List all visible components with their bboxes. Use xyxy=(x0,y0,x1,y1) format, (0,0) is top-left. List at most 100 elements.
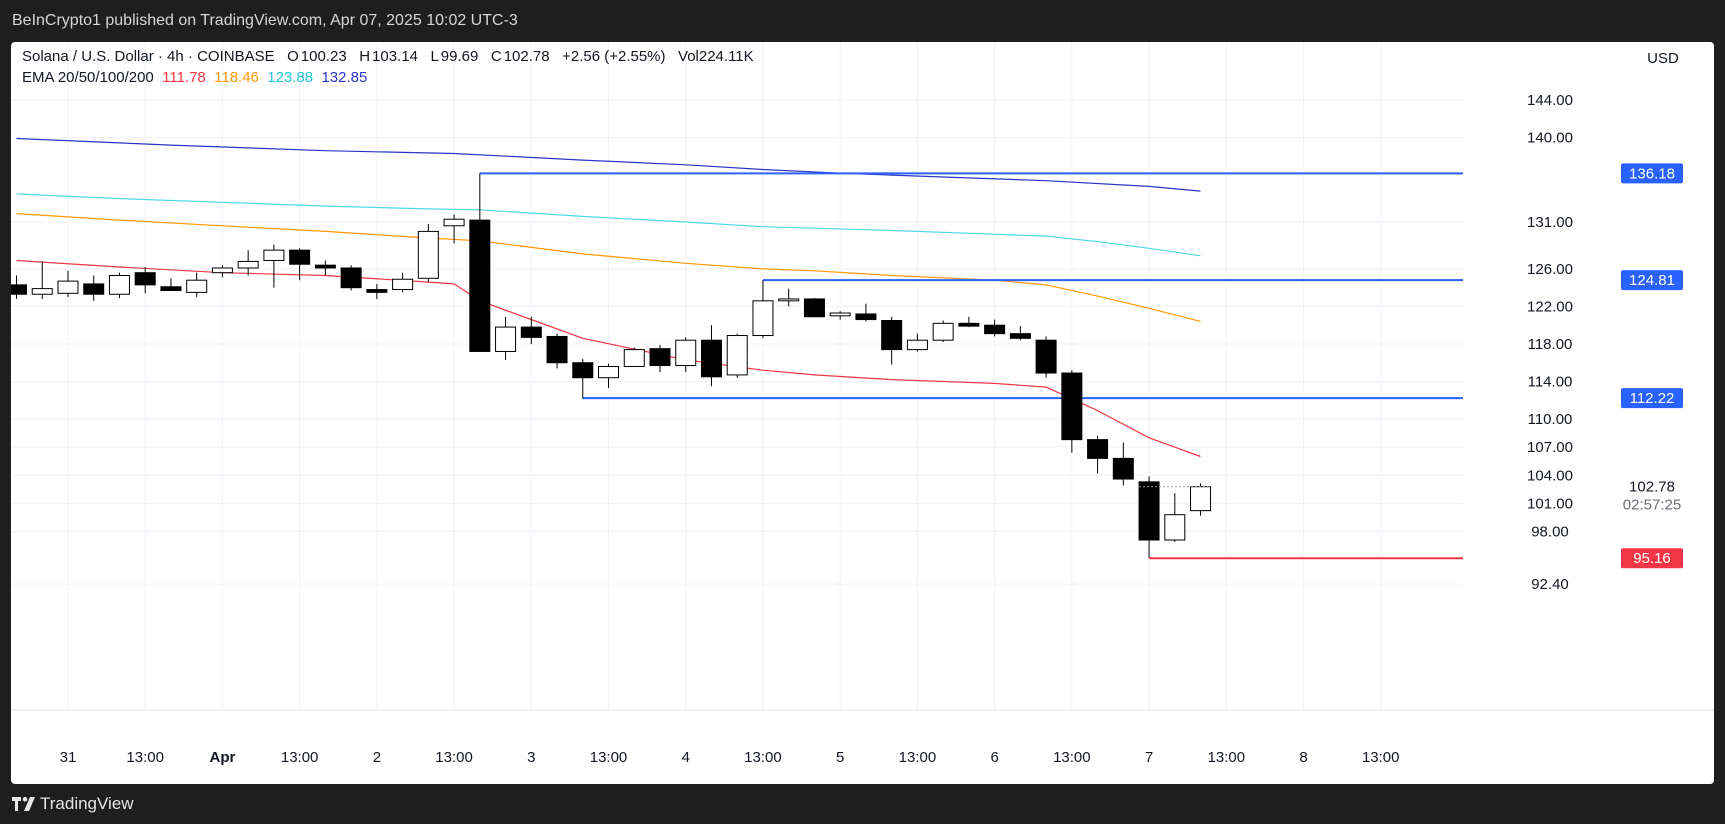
x-tick-label-4: 2 xyxy=(373,749,381,766)
volume-label: Vol xyxy=(678,48,699,65)
candle-body-40 xyxy=(1035,339,1057,374)
candle-body-23 xyxy=(598,365,620,379)
x-tick-label-3: 13:00 xyxy=(281,749,319,766)
candle-body-45 xyxy=(1164,514,1186,541)
candle-body-41 xyxy=(1061,372,1083,441)
ohlc-row: Solana / U.S. Dollar · 4h · COINBASE O 10… xyxy=(22,46,754,67)
x-tick-label-13: 13:00 xyxy=(1053,749,1091,766)
y-tick-label-10: 101.00 xyxy=(1527,495,1573,512)
x-tick-label-8: 4 xyxy=(682,749,690,766)
footer-bar: TradingView xyxy=(0,784,1725,824)
y-tick-label-2: 131.00 xyxy=(1527,214,1573,231)
price-axis xyxy=(1463,42,1714,784)
level-badge-2 xyxy=(1621,388,1683,409)
close-label: C xyxy=(490,48,502,65)
candle-body-13 xyxy=(340,267,362,289)
candle-body-36 xyxy=(932,322,954,341)
chart-legend: Solana / U.S. Dollar · 4h · COINBASE O 10… xyxy=(22,46,754,88)
x-tick-label-15: 13:00 xyxy=(1208,749,1246,766)
candle-body-29 xyxy=(752,300,774,337)
candle-body-1 xyxy=(31,288,53,295)
candle-body-44 xyxy=(1138,481,1160,541)
candle-body-0 xyxy=(11,284,27,295)
x-tick-label-16: 8 xyxy=(1299,749,1307,766)
x-tick-label-9: 13:00 xyxy=(744,749,782,766)
x-tick-label-12: 6 xyxy=(990,749,998,766)
y-tick-label-3: 126.00 xyxy=(1527,261,1573,278)
x-tick-label-7: 13:00 xyxy=(590,749,628,766)
change-value: +2.56 (+2.55%) xyxy=(562,48,666,65)
symbol-label[interactable]: Solana / U.S. Dollar · 4h · COINBASE xyxy=(22,48,275,65)
candle-body-37 xyxy=(958,322,980,327)
candle-body-31 xyxy=(803,298,825,318)
candle-body-9 xyxy=(237,260,259,269)
candle-body-11 xyxy=(289,249,311,265)
candle-body-16 xyxy=(417,230,439,279)
level-badge-label-2: 112.22 xyxy=(1630,390,1675,407)
candle-body-21 xyxy=(546,335,568,364)
x-tick-label-14: 7 xyxy=(1145,749,1153,766)
candle-body-20 xyxy=(520,326,542,338)
candle-body-33 xyxy=(855,313,877,321)
candle-body-39 xyxy=(1009,333,1031,339)
level-badge-label-1: 124.81 xyxy=(1629,272,1675,289)
level-badge-0 xyxy=(1621,163,1683,184)
volume-value: 224.11K xyxy=(698,48,754,65)
y-tick-label-0: 144.00 xyxy=(1527,92,1573,109)
candle-body-14 xyxy=(366,289,388,293)
ema-line-3 xyxy=(16,193,1201,257)
candle-body-7 xyxy=(186,279,208,293)
x-tick-label-0: 31 xyxy=(60,749,77,766)
level-badge-1 xyxy=(1621,270,1683,291)
ema-label[interactable]: EMA 20/50/100/200 xyxy=(22,69,154,86)
candle-countdown-label: 02:57:25 xyxy=(1623,497,1681,514)
high-label: H xyxy=(359,48,371,65)
y-tick-label-8: 107.00 xyxy=(1527,439,1573,456)
last-price-label: 102.78 xyxy=(1629,479,1675,496)
price-chart[interactable]: 144.00 140.00 131.00 126.00 122.00 118.00 114.… xyxy=(11,42,1714,784)
candle-body-17 xyxy=(443,218,465,227)
level-badge-label-3: 95.16 xyxy=(1633,550,1671,567)
candle-body-5 xyxy=(134,272,156,286)
high-value: 103.14 xyxy=(372,48,418,65)
candle-body-15 xyxy=(392,278,414,291)
last-price-badge xyxy=(1623,475,1705,516)
chart-panel[interactable]: 144.00 140.00 131.00 126.00 122.00 118.00 114.… xyxy=(11,42,1714,784)
candle-body-42 xyxy=(1087,439,1109,459)
open-value: 100.23 xyxy=(300,48,347,65)
x-tick-label-6: 3 xyxy=(527,749,535,766)
low-value: 99.69 xyxy=(440,48,479,65)
level-badge-3 xyxy=(1621,548,1683,569)
candle-body-6 xyxy=(160,286,182,291)
candle-body-34 xyxy=(881,320,903,351)
x-tick-label-1: 13:00 xyxy=(126,749,164,766)
y-tick-label-6: 114.00 xyxy=(1528,373,1573,390)
x-tick-label-17: 13:00 xyxy=(1362,749,1400,766)
candle-body-30 xyxy=(778,298,800,302)
candle-body-27 xyxy=(700,339,722,378)
candle-body-28 xyxy=(726,335,748,376)
candle-body-3 xyxy=(83,283,105,295)
currency-selector[interactable]: USD xyxy=(1623,42,1703,76)
candle-body-8 xyxy=(211,267,233,274)
x-tick-label-10: 5 xyxy=(836,749,844,766)
candle-body-43 xyxy=(1112,457,1134,480)
y-tick-label-9: 104.00 xyxy=(1527,467,1573,484)
ema-row: EMA 20/50/100/200 111.78 118.46 123.88 1… xyxy=(22,67,754,88)
x-tick-label-11: 13:00 xyxy=(899,749,937,766)
candle-body-19 xyxy=(495,326,517,352)
y-tick-label-11: 98.00 xyxy=(1531,524,1569,541)
candle-body-38 xyxy=(984,324,1006,335)
candle-body-32 xyxy=(829,312,851,317)
y-tick-label-4: 122.00 xyxy=(1527,298,1573,315)
close-value: 102.78 xyxy=(503,48,550,65)
ema200-value: 132.85 xyxy=(321,69,368,86)
y-tick-label-1: 140.00 xyxy=(1527,130,1573,147)
y-tick-label-12: 92.40 xyxy=(1531,576,1569,593)
candle-body-26 xyxy=(675,339,697,367)
low-label: L xyxy=(430,48,439,65)
ema-line-2 xyxy=(16,213,1201,322)
candle-body-25 xyxy=(649,348,671,367)
ema50-value: 118.46 xyxy=(214,69,259,86)
publisher-bar: BeInCrypto1 published on TradingView.com… xyxy=(0,0,1725,42)
